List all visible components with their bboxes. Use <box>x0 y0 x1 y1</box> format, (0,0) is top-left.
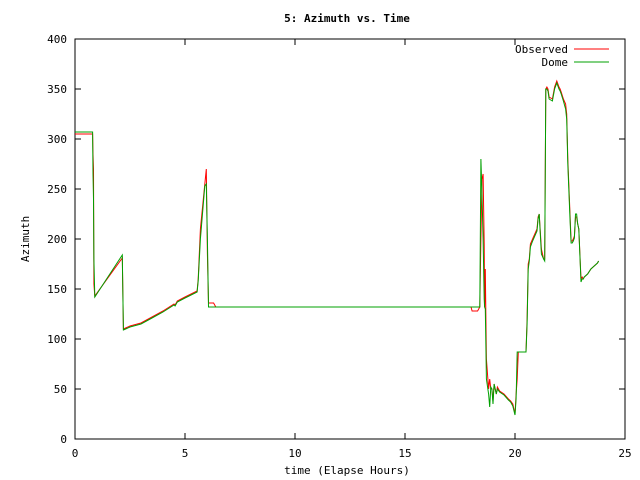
plot-area <box>74 38 626 440</box>
y-tick-label: 300 <box>47 133 67 146</box>
series-line-observed <box>75 79 600 415</box>
x-tick-label: 10 <box>288 447 301 460</box>
x-axis-label: time (Elapse Hours) <box>284 464 410 477</box>
x-axis: 0 5 10 15 20 25 <box>72 39 632 460</box>
series-lines <box>75 79 600 416</box>
chart-title: 5: Azimuth vs. Time <box>284 12 410 25</box>
x-tick-label: 15 <box>398 447 411 460</box>
y-tick-label: 0 <box>60 433 67 446</box>
x-tick-label: 0 <box>72 447 79 460</box>
plot-border <box>74 38 626 440</box>
y-axis: 0 50 100 150 200 250 300 350 400 <box>47 33 625 446</box>
y-axis-label: Azimuth <box>19 216 32 262</box>
x-tick-label: 5 <box>182 447 189 460</box>
y-tick-label: 250 <box>47 183 67 196</box>
x-tick-label: 25 <box>618 447 631 460</box>
legend-label-observed: Observed <box>515 43 568 56</box>
y-tick-label: 50 <box>54 383 67 396</box>
y-tick-label: 200 <box>47 233 67 246</box>
series-line-dome <box>75 81 600 416</box>
y-tick-label: 350 <box>47 83 67 96</box>
y-tick-label: 100 <box>47 333 67 346</box>
y-tick-label: 150 <box>47 283 67 296</box>
y-tick-label: 400 <box>47 33 67 46</box>
legend-label-dome: Dome <box>542 56 569 69</box>
x-tick-label: 20 <box>508 447 521 460</box>
